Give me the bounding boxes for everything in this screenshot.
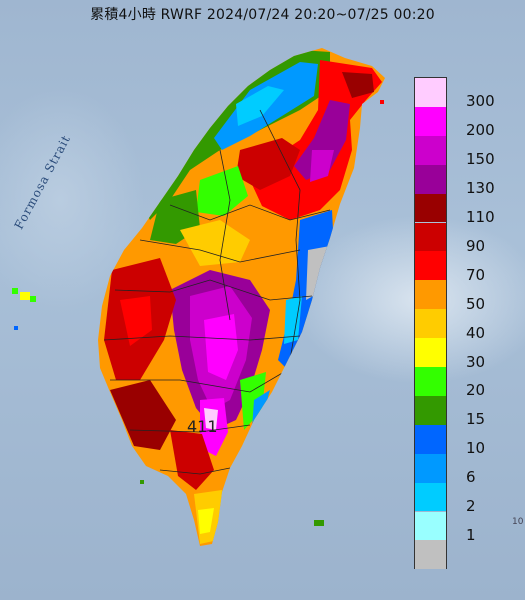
legend-swatch (415, 222, 446, 252)
legend-swatch (415, 251, 446, 281)
legend-swatch (415, 164, 446, 194)
legend-label: 300 (466, 92, 495, 111)
legend-swatch (415, 280, 446, 310)
legend-label: 10 (466, 439, 486, 458)
legend-swatch (415, 395, 446, 425)
offshore-speck (314, 520, 324, 526)
offshore-speck (14, 326, 18, 330)
legend-swatch (415, 482, 446, 512)
legend-label: 90 (466, 236, 486, 255)
legend-label: 40 (466, 323, 486, 342)
legend-label: 15 (466, 410, 486, 429)
legend-label: 110 (466, 208, 495, 227)
legend-swatch (415, 135, 446, 165)
edge-mark: 10 (512, 517, 524, 527)
legend-label: 1 (466, 525, 476, 544)
legend-swatch (415, 453, 446, 483)
legend-swatch (415, 78, 446, 107)
legend-label: 150 (466, 150, 495, 169)
legend-label: 30 (466, 352, 486, 371)
legend-label: 6 (466, 468, 476, 487)
legend-swatch (415, 338, 446, 367)
legend-label: 70 (466, 265, 486, 284)
legend-label: 50 (466, 294, 486, 313)
offshore-speck (30, 296, 36, 302)
legend-label: 20 (466, 381, 486, 400)
legend-label: 2 (466, 497, 476, 516)
legend-swatch (415, 367, 446, 396)
offshore-speck (12, 288, 18, 294)
legend-label: 200 (466, 121, 495, 140)
legend-swatch (415, 424, 446, 454)
legend-swatch (415, 106, 446, 136)
offshore-speck (140, 480, 144, 484)
legend-swatch (415, 309, 446, 339)
legend-swatch (415, 511, 446, 541)
legend-label: 130 (466, 179, 495, 198)
peak-value-label: 411 (187, 417, 218, 436)
map-title: 累積4小時 RWRF 2024/07/24 20:20~07/25 00:20 (90, 7, 435, 23)
legend-swatch (415, 193, 446, 223)
legend-swatch (415, 540, 446, 570)
color-legend (414, 77, 447, 570)
offshore-speck (20, 292, 30, 300)
offshore-speck (380, 100, 384, 104)
